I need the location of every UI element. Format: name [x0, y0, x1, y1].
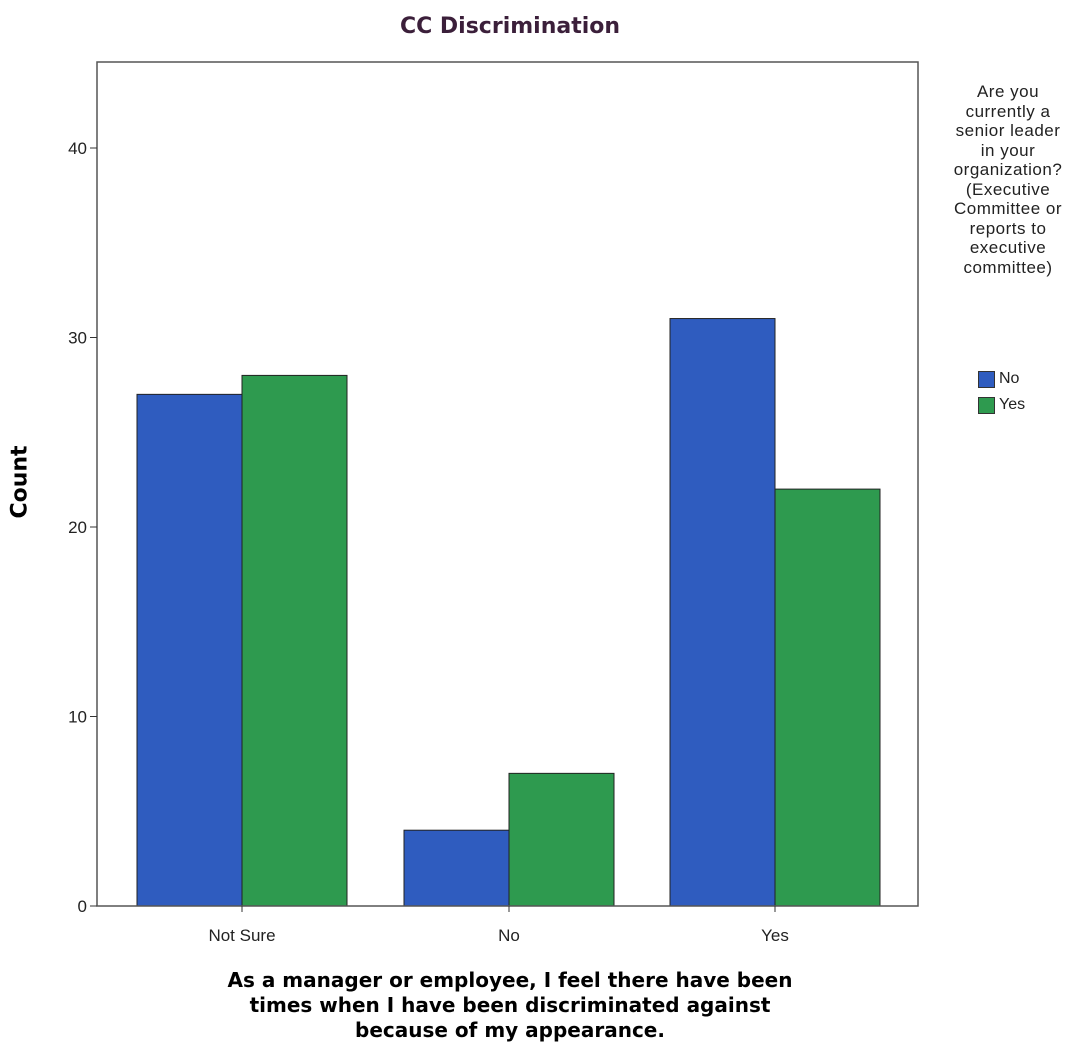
legend-title-line: organization?: [953, 160, 1063, 179]
x-axis-label-line: because of my appearance.: [355, 1018, 665, 1042]
legend-swatch-yes: [978, 396, 995, 414]
bar-no-not-sure: [136, 393, 243, 907]
y-tick-label: 40: [68, 139, 87, 158]
legend-item-no: No: [978, 366, 1025, 392]
x-axis-label-line: times when I have been discriminated aga…: [249, 993, 771, 1017]
legend-label-yes: Yes: [999, 396, 1026, 413]
plot-frame: [96, 61, 919, 907]
legend-title-line: senior leader: [955, 121, 1061, 140]
legend-items: No Yes: [978, 366, 1025, 418]
legend-title-line: committee): [963, 257, 1053, 277]
legend-title-line: Are you: [976, 82, 1040, 101]
chart-title: CC Discrimination: [399, 14, 621, 39]
bar-yes-yes: [774, 488, 881, 907]
legend-title-line: executive: [969, 238, 1047, 257]
legend-title-line: reports to: [969, 218, 1047, 238]
y-tick-label: 10: [68, 708, 87, 727]
legend-swatch-no: [978, 370, 995, 388]
bar-yes-not-sure: [241, 374, 348, 907]
x-tick-label: No: [498, 926, 520, 945]
bar-no-yes: [669, 318, 776, 907]
legend-item-yes: Yes: [978, 392, 1025, 418]
legend-title-line: Committee or: [953, 199, 1063, 218]
x-axis-label-line: As a manager or employee, I feel there h…: [227, 968, 793, 992]
x-axis-label: As a manager or employee, I feel there h…: [150, 968, 870, 1043]
legend-label-no: No: [999, 370, 1020, 387]
x-tick-label: Yes: [761, 926, 789, 945]
axes-group: Not Sure No Yes 0 10 20 30 40: [68, 61, 919, 945]
legend-title-line: currently a: [965, 101, 1051, 121]
bar-no-no: [403, 829, 510, 907]
bars-group: [136, 318, 881, 907]
y-tick-label: 20: [68, 518, 87, 537]
x-tick-label: Not Sure: [208, 926, 275, 945]
legend-title-line: (Executive: [965, 179, 1051, 199]
bar-yes-no: [508, 772, 615, 907]
y-tick-label: 30: [68, 329, 87, 348]
y-axis-label: Count: [7, 445, 33, 519]
y-tick-label: 0: [78, 897, 87, 916]
legend-title: Are you currently a senior leader in you…: [928, 82, 1088, 277]
legend-title-line: in your: [980, 140, 1036, 160]
